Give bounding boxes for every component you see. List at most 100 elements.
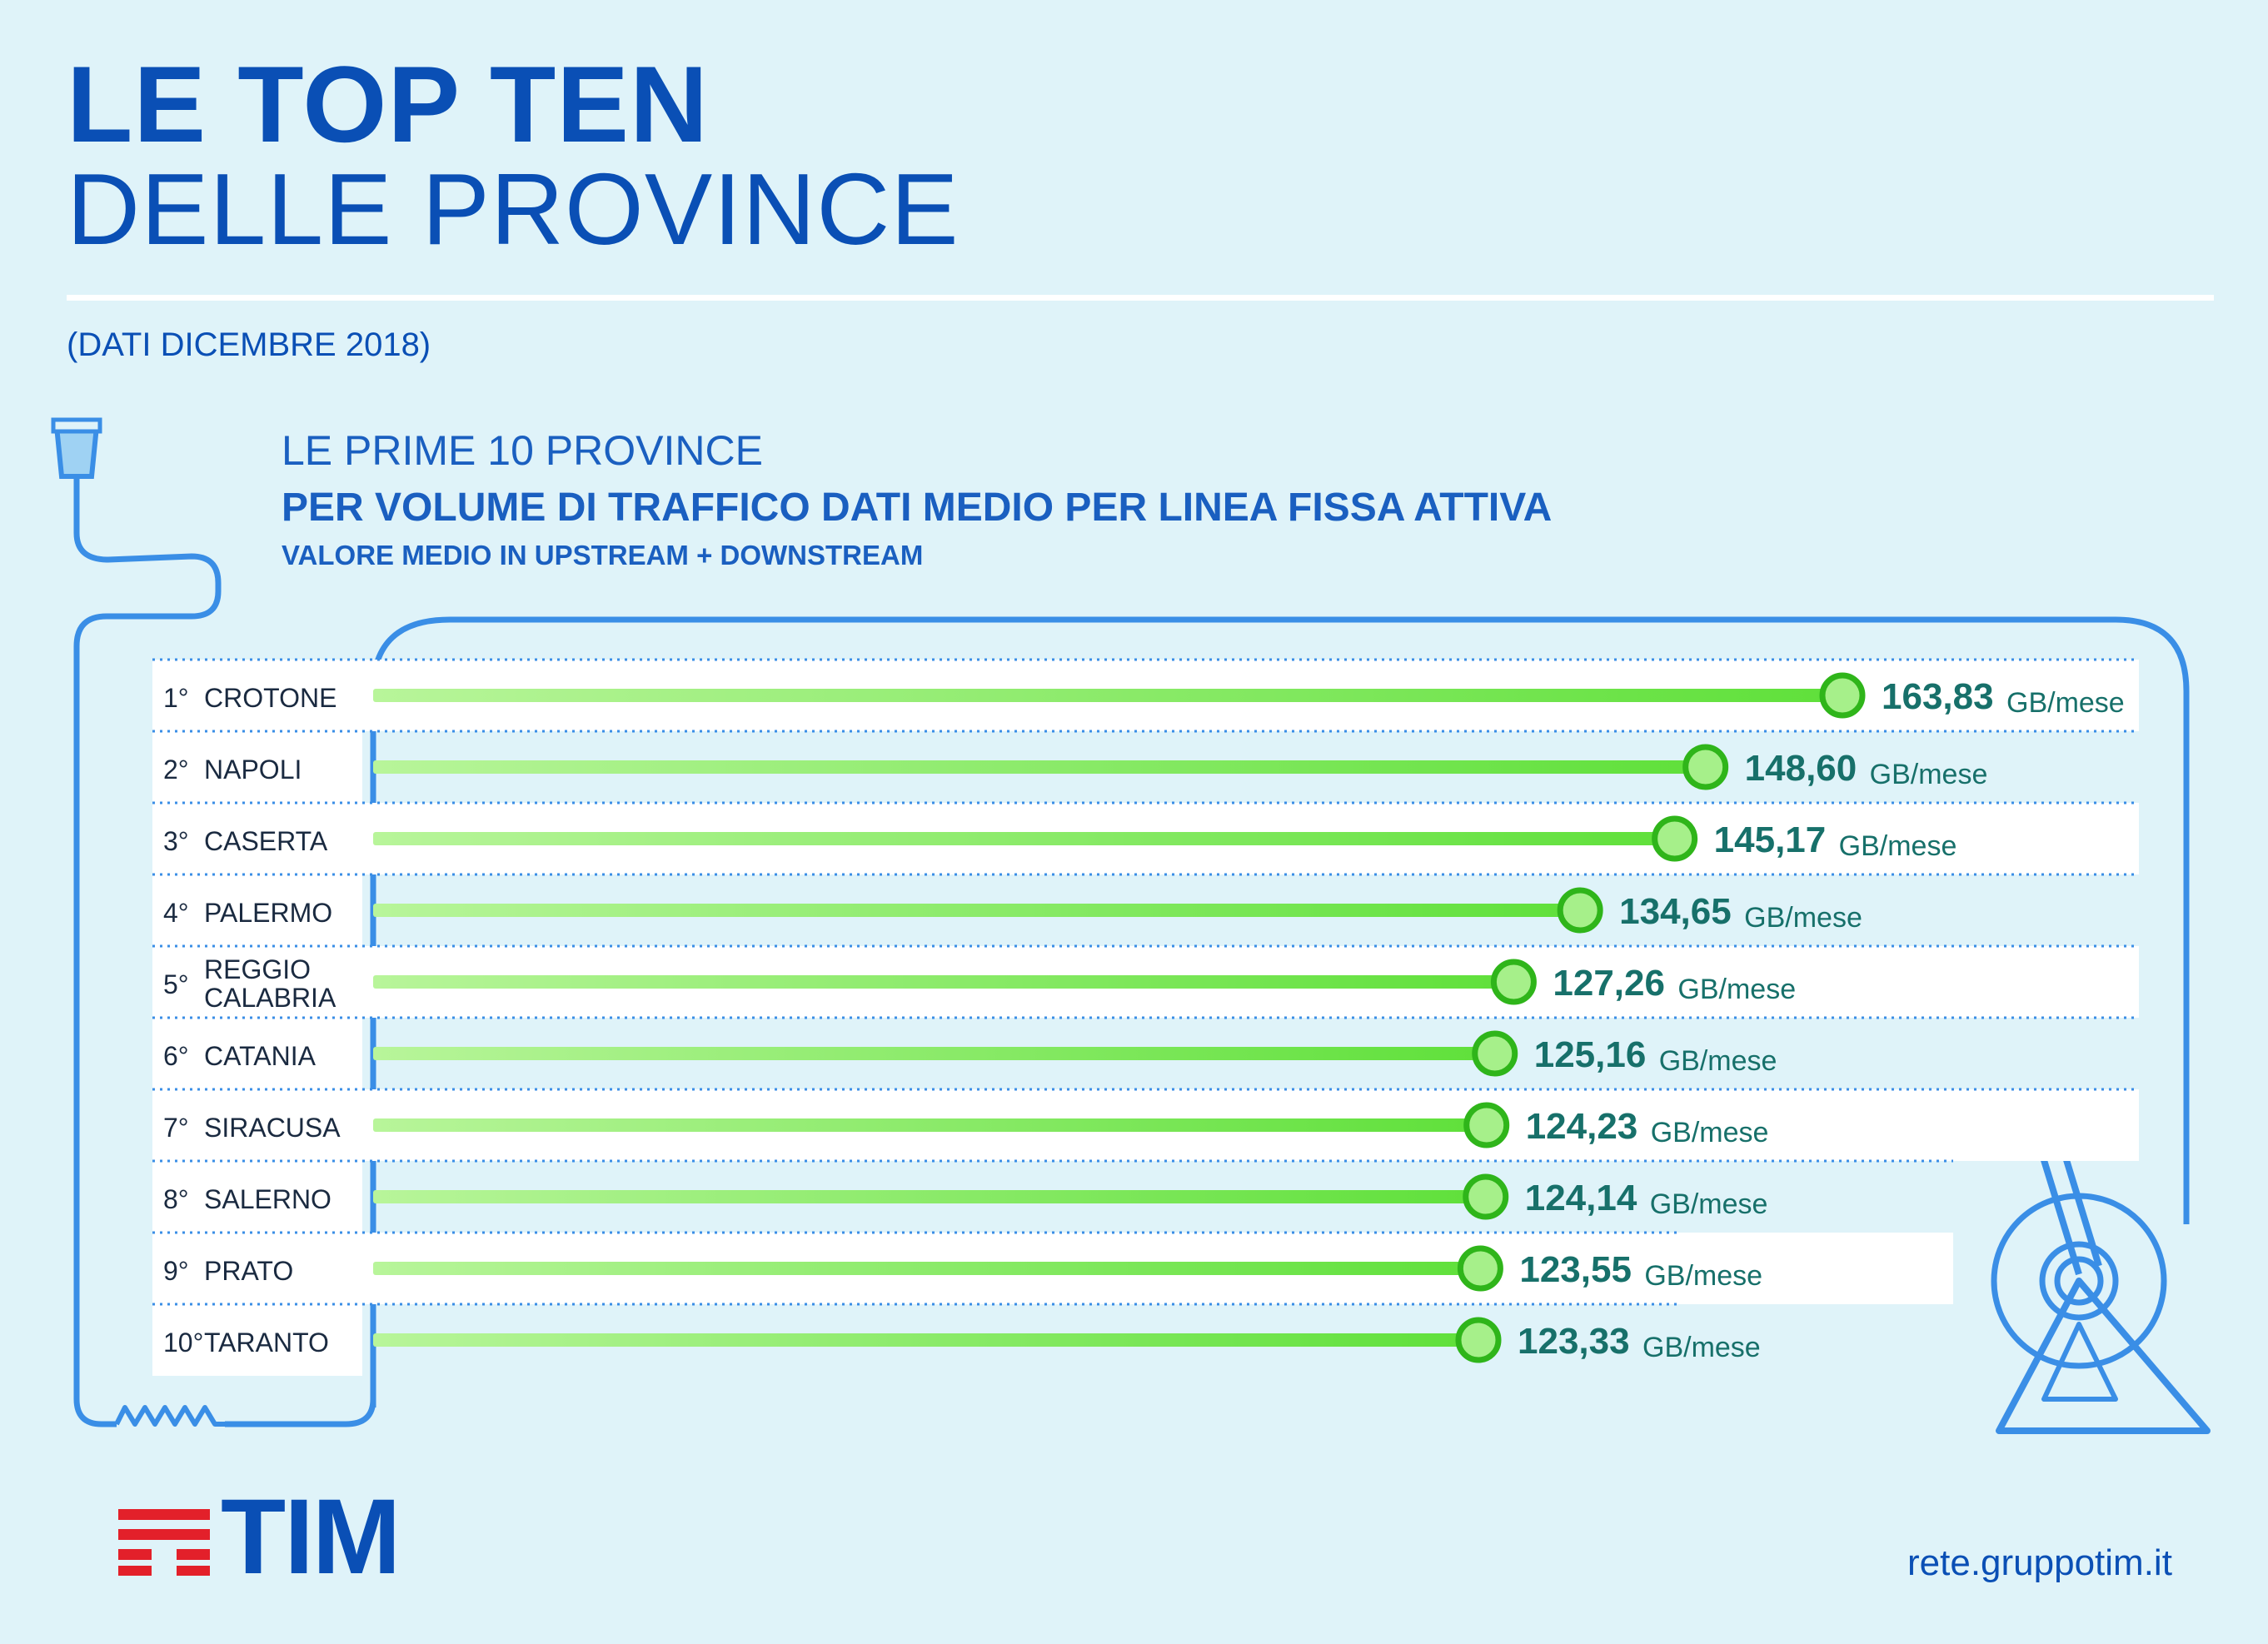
row-label-line2: CALABRIA xyxy=(204,983,336,1013)
page-title-line1: LE TOP TEN xyxy=(67,43,709,165)
ranking-row: 8° SALERNO 124,14 GB/mese xyxy=(152,1159,1953,1233)
bar-end-marker xyxy=(1819,672,1866,719)
bar-end-marker xyxy=(1652,815,1698,862)
value-label: 127,26 xyxy=(1553,963,1665,1004)
row-label: NAPOLI xyxy=(204,755,302,785)
ranking-row: 6° CATANIA 125,16 GB/mese xyxy=(152,1016,2139,1089)
cable-reel-icon xyxy=(1991,1138,2211,1434)
ranking-row: 2° NAPOLI 148,60 GB/mese xyxy=(152,730,2139,803)
row-label: REGGIO xyxy=(204,954,311,984)
value-label: 134,65 xyxy=(1619,891,1732,932)
row-label: PALERMO xyxy=(204,898,332,928)
unit-label: GB/mese xyxy=(1650,1188,1768,1220)
bar-end-marker xyxy=(1490,959,1537,1005)
unit-label: GB/mese xyxy=(1677,974,1796,1005)
date-note: (DATI DICEMBRE 2018) xyxy=(67,326,431,363)
ranking-row: 4° PALERMO 134,65 GB/mese xyxy=(152,873,2139,946)
plug-head xyxy=(51,417,102,434)
unit-label: GB/mese xyxy=(1870,759,1988,790)
unit-label: GB/mese xyxy=(1839,830,1957,862)
row-label-box xyxy=(152,1018,362,1089)
unit-label: GB/mese xyxy=(1651,1117,1769,1148)
bar xyxy=(373,904,1581,917)
tim-logo-text: TIM xyxy=(221,1477,401,1597)
row-label: CASERTA xyxy=(204,826,328,856)
row-rank: 8° xyxy=(163,1184,189,1214)
footer-link[interactable]: rete.gruppotim.it xyxy=(1907,1542,2172,1583)
row-rank: 9° xyxy=(163,1256,189,1286)
value-label: 124,23 xyxy=(1526,1106,1638,1147)
bar-end-marker xyxy=(1463,1102,1510,1148)
cable-decoration xyxy=(51,417,2211,1434)
tim-logo-mark-icon xyxy=(118,1509,210,1576)
value-label: 148,60 xyxy=(1745,748,1857,789)
row-rank: 10° xyxy=(163,1328,203,1358)
spring-icon xyxy=(114,1405,225,1427)
row-label-box xyxy=(152,1161,362,1233)
bar xyxy=(373,1118,1487,1132)
chart-subtitle-3: VALORE MEDIO IN UPSTREAM + DOWNSTREAM xyxy=(282,540,924,570)
row-rank: 1° xyxy=(163,683,189,713)
bar-end-marker xyxy=(1457,1245,1503,1292)
bar-end-marker xyxy=(1463,1173,1509,1220)
bar xyxy=(373,689,1842,702)
bar xyxy=(373,760,1706,774)
row-label: CROTONE xyxy=(204,683,336,713)
bar-end-marker xyxy=(1472,1030,1518,1077)
bar xyxy=(373,1190,1486,1203)
row-label-box xyxy=(152,731,362,803)
unit-label: GB/mese xyxy=(1659,1045,1777,1077)
row-rank: 7° xyxy=(163,1113,189,1143)
row-rank: 6° xyxy=(163,1041,189,1071)
row-rank: 5° xyxy=(163,969,189,999)
value-label: 123,55 xyxy=(1519,1249,1632,1290)
bar-end-marker xyxy=(1682,744,1729,790)
value-label: 123,33 xyxy=(1518,1321,1630,1362)
bar xyxy=(373,1047,1495,1060)
cable-outline xyxy=(370,616,2190,1407)
bar xyxy=(373,832,1675,845)
row-rank: 2° xyxy=(163,755,189,785)
row-label-box xyxy=(152,803,362,874)
row-rank: 4° xyxy=(163,898,189,928)
value-label: 145,17 xyxy=(1714,820,1827,860)
unit-label: GB/mese xyxy=(2006,687,2125,719)
row-label-box xyxy=(152,1233,362,1304)
page-title-line2: DELLE PROVINCE xyxy=(67,152,960,266)
cable-wire-end xyxy=(225,1398,376,1427)
value-label: 125,16 xyxy=(1534,1034,1647,1075)
row-rank: 3° xyxy=(163,826,189,856)
row-label-box xyxy=(152,874,362,946)
row-label-box xyxy=(152,1304,362,1376)
row-label: TARANTO xyxy=(204,1328,329,1358)
row-label: SALERNO xyxy=(204,1184,331,1214)
ranking-row: 1° CROTONE 163,83 GB/mese xyxy=(152,658,2139,731)
unit-label: GB/mese xyxy=(1642,1332,1761,1363)
ranking-row: 9° PRATO 123,55 GB/mese xyxy=(152,1231,1953,1304)
chart-rows: 1° CROTONE 163,83 GB/mese 2° NAPOLI 148,60 GB/m… xyxy=(152,658,2139,1376)
unit-label: GB/mese xyxy=(1744,902,1862,934)
value-label: 124,14 xyxy=(1525,1178,1637,1218)
cable-wire xyxy=(73,466,222,1427)
ranking-row: 7° SIRACUSA 124,23 GB/mese xyxy=(152,1088,2139,1161)
row-label: PRATO xyxy=(204,1256,293,1286)
bar xyxy=(373,1262,1481,1275)
ranking-row: 3° CASERTA 145,17 GB/mese xyxy=(152,801,2139,874)
row-label: SIRACUSA xyxy=(204,1113,341,1143)
bar xyxy=(373,975,1514,989)
row-label-box xyxy=(152,946,362,1018)
value-label: 163,83 xyxy=(1882,676,1994,717)
ranking-row: 10° TARANTO 123,33 GB/mese xyxy=(152,1303,1761,1376)
row-label-box xyxy=(152,1089,362,1161)
unit-label: GB/mese xyxy=(1644,1260,1762,1292)
chart-subtitle-1: LE PRIME 10 PROVINCE xyxy=(282,427,763,474)
row-label-box xyxy=(152,660,362,731)
bar xyxy=(373,1333,1478,1347)
row-label: CATANIA xyxy=(204,1041,317,1071)
title-divider xyxy=(67,295,2214,301)
plug-icon xyxy=(53,424,100,479)
bar-end-marker xyxy=(1455,1317,1502,1363)
bar-end-marker xyxy=(1557,887,1603,934)
